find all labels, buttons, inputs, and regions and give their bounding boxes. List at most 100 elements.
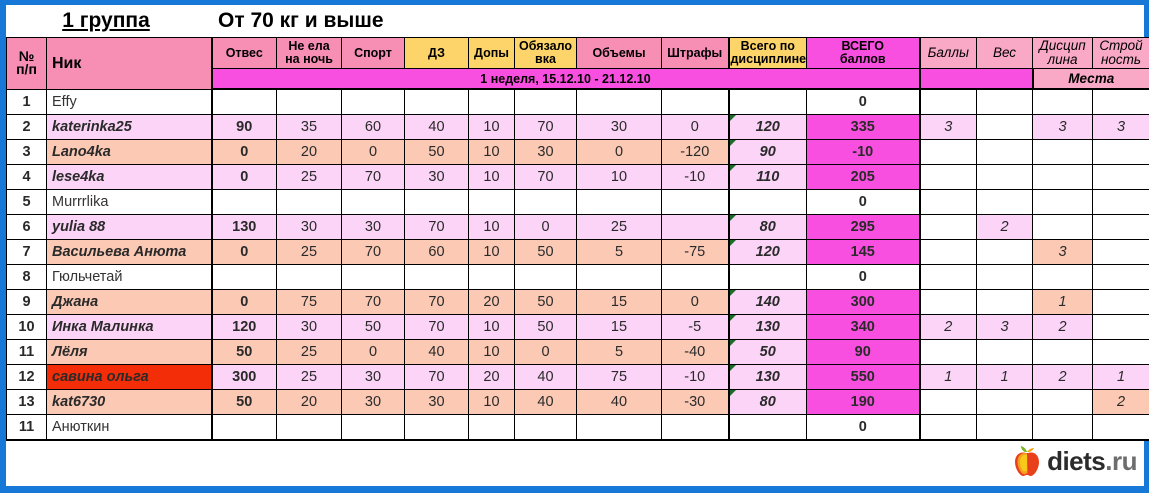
cell-place-stroynost [1092,314,1149,340]
cell-sport: 30 [341,389,405,415]
cell-sport: 0 [341,139,405,165]
cell-place-stroynost [1092,139,1149,165]
table-row[interactable]: 10 Инка Малинка 120 30 50 70 10 50 15 -5 130 340 2 3 2 [6,314,1149,340]
cell-place-disciplina: 2 [1032,364,1093,390]
cell-obemy: 15 [576,289,662,315]
row-nick: katerinka25 [46,114,213,140]
cell-obyazalovka [514,189,577,215]
results-table: № п/п Ник Отвес Не ела на ночь Спорт ДЗ … [6,37,1149,441]
row-nick: yulia 88 [46,214,213,240]
row-index: 10 [6,314,47,340]
cell-dopy: 10 [468,114,515,140]
col-header-sport: Спорт [341,37,405,69]
cell-sport [341,414,405,441]
cell-sport: 0 [341,339,405,365]
cell-vsego-ballov: 300 [806,289,921,315]
cell-sport: 50 [341,314,405,340]
table-row[interactable]: 6 yulia 88 130 30 30 70 10 0 25 80 295 2 [6,214,1149,240]
logo-tld: .ru [1105,445,1137,476]
cell-place-ves [976,139,1033,165]
row-nick: Васильева Анюта [46,239,213,265]
cell-dopy [468,414,515,441]
col-header-nick: Ник [46,37,213,90]
cell-ne-ela-na-noch: 20 [276,389,342,415]
cell-obemy [576,88,662,115]
title-bar: 1 группа От 70 кг и выше [6,5,1144,37]
cell-vsego-disciplina-value: 130 [755,369,780,385]
site-logo: diets.ru [1012,445,1137,477]
cell-vsego-disciplina [728,189,807,215]
cell-vsego-disciplina-value: 120 [755,244,780,260]
cell-place-ves [976,389,1033,415]
cell-vsego-disciplina: 130 [728,314,807,340]
table-row[interactable]: 9 Джана 0 75 70 70 20 50 15 0 140 300 1 [6,289,1149,315]
col-header-dz: ДЗ [404,37,469,69]
table-row[interactable]: 1 Effy 0 [6,88,1149,115]
cell-dopy: 10 [468,139,515,165]
cell-place-disciplina [1032,214,1093,240]
comment-marker-icon [729,240,736,246]
table-row[interactable]: 4 lese4ka 0 25 70 30 10 70 10 -10 110 205 [6,164,1149,190]
logo-text: diets.ru [1047,446,1137,477]
comment-marker-icon [729,140,736,146]
cell-sport: 30 [341,364,405,390]
comment-marker-icon [729,390,736,396]
cell-place-ves: 3 [976,314,1033,340]
cell-dopy [468,189,515,215]
row-nick: савина ольга [46,364,213,390]
cell-place-disciplina [1032,189,1093,215]
col-header-index: № п/п [6,37,47,90]
cell-place-ves [976,88,1033,115]
cell-shtrafy [661,264,730,290]
cell-vsego-ballov: 145 [806,239,921,265]
table-row[interactable]: 2 katerinka25 90 35 60 40 10 70 30 0 120 335 3 3 3 [6,114,1149,140]
cell-dopy [468,264,515,290]
cell-place-disciplina [1032,339,1093,365]
cell-place-bally [919,414,977,441]
table-row[interactable]: 8 Гюльчетай 0 [6,264,1149,290]
cell-vsego-disciplina: 120 [728,239,807,265]
cell-obemy: 15 [576,314,662,340]
cell-dopy: 10 [468,239,515,265]
cell-obyazalovka: 0 [514,339,577,365]
cell-obemy [576,414,662,441]
col-header-obyazalovka: Обязало вка [514,37,577,69]
cell-ne-ela-na-noch: 25 [276,164,342,190]
table-row[interactable]: 3 Lano4ka 0 20 0 50 10 30 0 -120 90 -10 [6,139,1149,165]
cell-otves: 300 [211,364,277,390]
col-header-obemy: Объемы [576,37,662,69]
table-row[interactable]: 13 kat6730 50 20 30 30 10 40 40 -30 80 190 2 [6,389,1149,415]
cell-vsego-disciplina-value: 110 [756,169,780,185]
comment-marker-icon [729,365,736,371]
cell-place-stroynost [1092,264,1149,290]
category-title: От 70 кг и выше [218,9,384,32]
cell-obemy: 5 [576,239,662,265]
cell-vsego-ballov: 190 [806,389,921,415]
logo-name: diets [1047,445,1106,476]
header-row-banners: 1 неделя, 15.12.10 - 21.12.10 Места [7,68,1149,90]
cell-otves [211,264,277,290]
row-index: 3 [6,139,47,165]
cell-ne-ela-na-noch [276,88,342,115]
cell-place-stroynost: 3 [1092,114,1149,140]
table-row[interactable]: 12 савина ольга 300 25 30 70 20 40 75 -10 130 550 1 1… [6,364,1149,390]
cell-place-bally [919,289,977,315]
table-row[interactable]: 11 Лёля 50 25 0 40 10 0 5 -40 50 90 [6,339,1149,365]
cell-shtrafy: -10 [661,164,730,190]
cell-obemy: 10 [576,164,662,190]
cell-vsego-ballov: 205 [806,164,921,190]
table-row[interactable]: 5 Murrrlika 0 [6,189,1149,215]
table-row[interactable]: 7 Васильева Анюта 0 25 70 60 10 50 5 -75 120 145 3 [6,239,1149,265]
cell-otves [211,88,277,115]
cell-obemy: 75 [576,364,662,390]
cell-vsego-disciplina-value: 80 [759,394,776,410]
cell-place-stroynost [1092,289,1149,315]
cell-place-stroynost [1092,88,1149,115]
row-nick: Гюльчетай [46,264,213,290]
row-index: 7 [6,239,47,265]
cell-obyazalovka: 50 [514,314,577,340]
table-row[interactable]: 11 Анюткин 0 [6,414,1149,441]
cell-dz: 40 [404,114,469,140]
cell-shtrafy [661,189,730,215]
cell-place-disciplina [1032,389,1093,415]
